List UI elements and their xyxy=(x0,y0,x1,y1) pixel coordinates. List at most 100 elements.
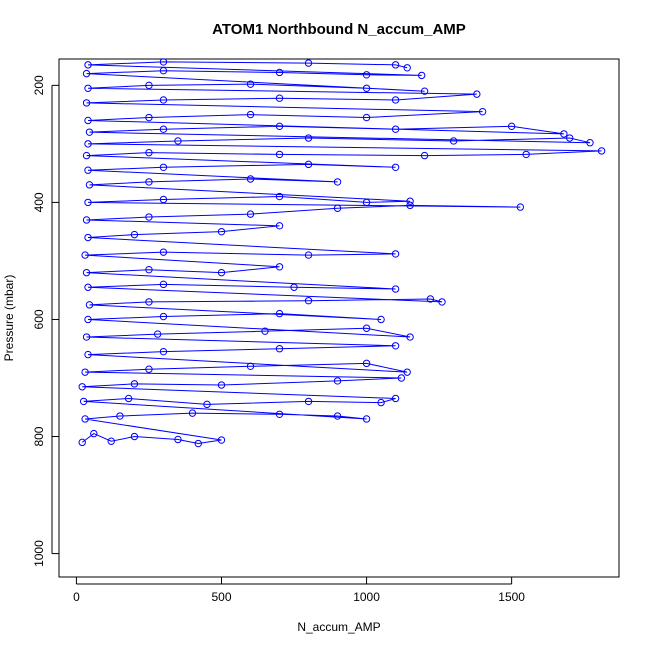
data-point xyxy=(333,412,342,420)
data-point xyxy=(82,216,91,224)
data-point xyxy=(275,68,284,77)
data-point xyxy=(478,107,487,116)
data-point xyxy=(275,94,284,102)
data-point xyxy=(362,84,371,92)
data-point xyxy=(124,394,133,403)
data-point xyxy=(82,69,91,78)
data-point xyxy=(159,248,168,256)
data-point xyxy=(159,67,168,75)
data-point xyxy=(85,301,94,309)
data-point xyxy=(597,147,606,155)
data-point xyxy=(275,150,284,159)
data-point xyxy=(246,362,255,370)
data-point xyxy=(145,213,153,221)
data-point xyxy=(377,315,385,324)
data-point xyxy=(84,140,92,148)
data-point xyxy=(246,210,255,218)
data-point xyxy=(426,295,435,303)
data-point xyxy=(507,122,516,131)
data-point xyxy=(275,122,284,131)
data-point xyxy=(275,192,284,201)
data-point xyxy=(261,327,269,335)
data-point xyxy=(516,203,525,211)
data-point xyxy=(85,128,94,136)
data-point xyxy=(82,268,91,277)
y-axis: 200 400 600 800 1000 xyxy=(32,75,59,567)
data-point xyxy=(403,368,411,376)
data-point xyxy=(246,80,255,88)
data-point xyxy=(84,166,92,174)
data-point xyxy=(188,409,197,417)
data-point xyxy=(130,380,139,388)
data-point xyxy=(159,312,168,321)
x-axis-label: N_accum_AMP xyxy=(297,620,380,634)
data-point xyxy=(333,377,342,385)
chart-title: ATOM1 Northbound N_accum_AMP xyxy=(212,21,466,38)
data-point xyxy=(81,368,89,376)
data-point xyxy=(159,125,168,133)
plot-frame xyxy=(58,58,620,578)
data-point xyxy=(391,285,400,293)
data-point xyxy=(304,160,313,169)
data-point xyxy=(145,81,153,90)
data-point xyxy=(391,250,400,258)
data-point xyxy=(217,381,226,389)
data-point xyxy=(79,397,88,406)
data-point xyxy=(377,398,385,407)
data-point xyxy=(145,298,153,306)
data-point xyxy=(159,280,168,289)
data-point xyxy=(391,394,400,403)
data-point xyxy=(159,163,168,171)
series-line-0 xyxy=(81,61,602,445)
data-point xyxy=(403,64,411,72)
data-point xyxy=(362,198,371,207)
data-point xyxy=(406,197,414,205)
x-tick-label: 1500 xyxy=(498,590,525,604)
data-point xyxy=(217,268,226,277)
data-point xyxy=(145,148,153,157)
data-point xyxy=(586,138,594,147)
data-point xyxy=(522,150,530,159)
data-point xyxy=(449,137,458,145)
data-point xyxy=(275,410,284,418)
data-point xyxy=(246,175,255,183)
x-tick-label: 500 xyxy=(211,590,231,604)
data-point xyxy=(145,113,153,122)
data-point xyxy=(85,181,94,189)
data-point xyxy=(145,365,153,373)
data-point xyxy=(275,222,284,230)
data-point xyxy=(406,201,414,210)
data-point xyxy=(473,90,481,98)
data-point xyxy=(362,113,371,122)
data-point xyxy=(159,347,168,356)
data-point xyxy=(217,227,226,236)
y-tick-label: 200 xyxy=(32,75,46,95)
data-point xyxy=(217,436,226,444)
y-tick-label: 1000 xyxy=(32,540,46,567)
data-point xyxy=(174,137,182,145)
data-point xyxy=(304,251,313,259)
data-point xyxy=(145,266,153,274)
data-point xyxy=(391,96,400,104)
data-point xyxy=(560,130,568,138)
data-point xyxy=(82,99,91,107)
data-point xyxy=(406,333,414,341)
data-point xyxy=(116,412,124,420)
data-point xyxy=(84,61,92,69)
data-point xyxy=(420,151,429,160)
data-point xyxy=(304,397,313,406)
data-point xyxy=(362,71,371,79)
data-point xyxy=(159,96,168,104)
x-axis: 0 500 1000 1500 xyxy=(73,577,525,604)
data-point xyxy=(362,324,371,332)
data-point xyxy=(84,315,92,324)
data-point xyxy=(90,429,98,438)
data-point xyxy=(275,263,284,271)
data-point xyxy=(275,345,284,353)
data-point xyxy=(203,400,211,409)
data-point xyxy=(438,298,446,306)
data-point xyxy=(82,151,91,160)
data-point xyxy=(159,58,168,66)
data-point xyxy=(78,438,86,447)
